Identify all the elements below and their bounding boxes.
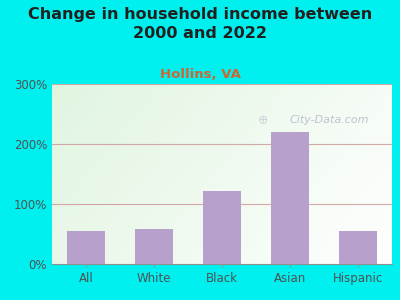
Text: City-Data.com: City-Data.com: [290, 115, 370, 125]
Bar: [135, 229, 173, 264]
Bar: [271, 132, 309, 264]
Text: Hollins, VA: Hollins, VA: [160, 68, 240, 80]
Bar: [339, 231, 377, 264]
Bar: [203, 191, 241, 264]
Text: Change in household income between
2000 and 2022: Change in household income between 2000 …: [28, 8, 372, 41]
Text: ⊕: ⊕: [258, 113, 268, 127]
Bar: [67, 231, 105, 264]
